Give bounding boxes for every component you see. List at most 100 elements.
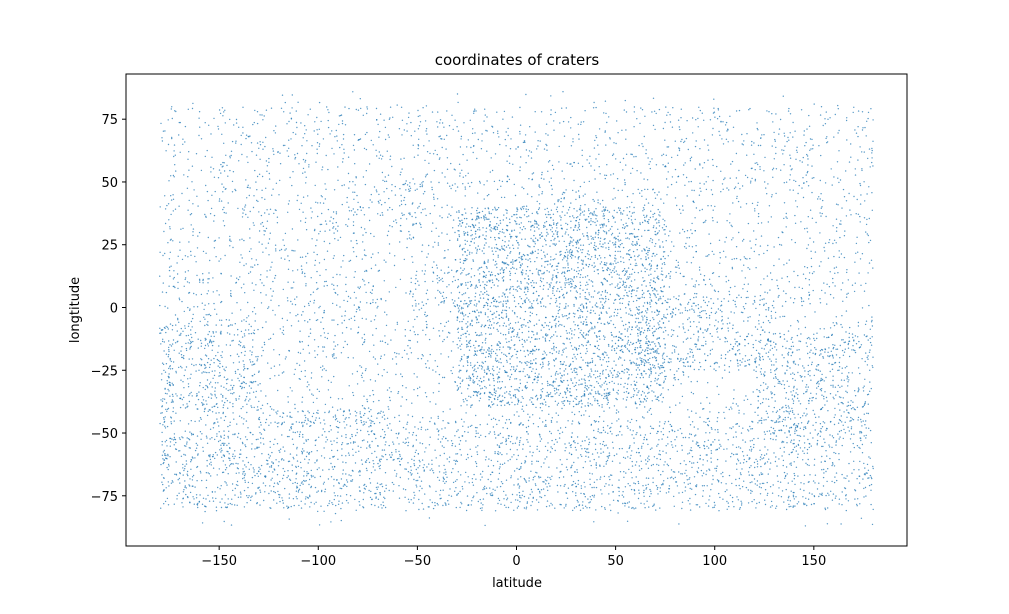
- crater-point: [557, 200, 559, 203]
- crater-point: [436, 153, 438, 156]
- crater-point: [353, 134, 356, 136]
- crater-point: [750, 247, 752, 249]
- crater-point: [425, 366, 427, 369]
- crater-point: [539, 403, 542, 405]
- crater-point: [366, 441, 369, 443]
- crater-point: [184, 485, 186, 487]
- crater-point: [769, 272, 772, 274]
- crater-point: [355, 255, 358, 258]
- crater-point: [792, 189, 794, 191]
- crater-point: [639, 427, 641, 429]
- crater-point: [833, 416, 835, 419]
- crater-point: [387, 427, 389, 429]
- crater-point: [509, 252, 511, 254]
- crater-point: [609, 427, 611, 429]
- crater-point: [658, 230, 660, 232]
- crater-point: [326, 250, 329, 252]
- crater-point: [490, 350, 492, 352]
- crater-point: [508, 307, 511, 309]
- crater-point: [570, 278, 572, 280]
- crater-point: [304, 133, 306, 135]
- crater-point: [612, 499, 615, 501]
- crater-point: [329, 133, 331, 135]
- crater-point: [756, 122, 758, 124]
- crater-point: [297, 239, 299, 241]
- crater-point: [178, 299, 181, 301]
- crater-point: [726, 220, 728, 222]
- crater-point: [411, 415, 414, 418]
- crater-point: [310, 377, 313, 379]
- crater-point: [574, 384, 577, 387]
- crater-point: [578, 411, 580, 413]
- crater-point: [829, 293, 832, 296]
- crater-point: [664, 121, 666, 124]
- crater-point: [673, 245, 675, 247]
- crater-point: [320, 223, 323, 226]
- crater-point: [621, 189, 623, 191]
- crater-point: [267, 242, 270, 244]
- crater-point: [820, 215, 822, 217]
- crater-point: [214, 451, 217, 454]
- crater-point: [639, 340, 641, 342]
- crater-point: [519, 440, 521, 442]
- crater-point: [335, 228, 337, 230]
- crater-point: [314, 356, 316, 359]
- crater-point: [835, 203, 838, 205]
- crater-point: [701, 208, 703, 211]
- crater-point: [494, 153, 497, 155]
- crater-point: [179, 121, 181, 124]
- crater-point: [523, 187, 525, 190]
- crater-point: [376, 119, 378, 121]
- crater-point: [688, 452, 691, 454]
- crater-point: [573, 161, 575, 164]
- crater-point: [724, 241, 726, 243]
- crater-point: [355, 415, 357, 417]
- crater-point: [657, 363, 659, 365]
- crater-point: [540, 111, 543, 113]
- crater-point: [514, 194, 517, 197]
- crater-point: [446, 182, 449, 184]
- crater-point: [606, 459, 609, 462]
- crater-point: [257, 200, 259, 203]
- crater-point: [405, 428, 407, 430]
- crater-point: [466, 146, 468, 148]
- crater-point: [870, 344, 873, 346]
- crater-point: [772, 176, 774, 178]
- crater-point: [422, 193, 425, 195]
- crater-point: [295, 315, 297, 317]
- crater-point: [538, 475, 540, 478]
- crater-point: [283, 111, 285, 113]
- crater-point: [859, 215, 861, 218]
- crater-point: [596, 340, 598, 342]
- crater-point: [458, 371, 460, 373]
- crater-point: [172, 198, 175, 200]
- crater-point: [603, 393, 605, 395]
- crater-point: [280, 248, 283, 251]
- crater-point: [265, 247, 267, 249]
- crater-point: [517, 389, 519, 391]
- crater-point: [355, 177, 357, 179]
- crater-point: [266, 270, 268, 272]
- crater-point: [677, 264, 680, 266]
- crater-point: [859, 184, 862, 187]
- crater-point: [198, 231, 201, 234]
- crater-point: [667, 186, 669, 188]
- crater-point: [335, 357, 337, 359]
- crater-point: [732, 140, 734, 142]
- crater-point: [751, 439, 753, 442]
- crater-point: [703, 183, 705, 185]
- crater-point: [628, 326, 631, 328]
- crater-point: [648, 353, 650, 355]
- crater-point: [487, 365, 489, 368]
- crater-point: [167, 242, 169, 244]
- crater-point: [545, 123, 548, 125]
- crater-point: [434, 360, 436, 362]
- crater-point: [665, 375, 667, 378]
- crater-point: [573, 385, 575, 388]
- crater-point: [184, 277, 187, 279]
- crater-point: [326, 337, 329, 340]
- crater-point: [649, 369, 651, 371]
- crater-point: [496, 444, 499, 446]
- crater-point: [476, 492, 478, 494]
- crater-point: [324, 336, 326, 339]
